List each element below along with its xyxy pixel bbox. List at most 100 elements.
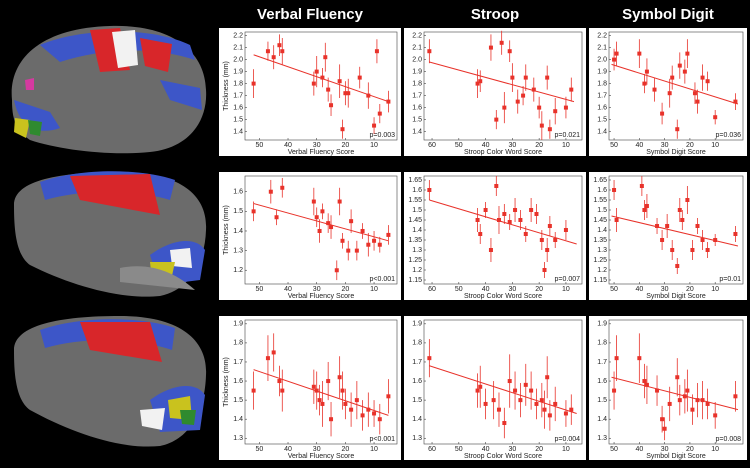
y-tick-label: 1.3 <box>412 247 422 254</box>
point <box>529 388 534 393</box>
point <box>475 388 480 393</box>
trend-line <box>253 203 389 242</box>
y-tick-label: 1.8 <box>412 80 422 87</box>
point <box>563 228 568 232</box>
y-tick-label: 1.25 <box>408 257 422 264</box>
y-tick-label: 1.6 <box>597 378 607 385</box>
x-tick-label: 20 <box>341 446 349 453</box>
point <box>733 99 738 104</box>
x-axis-label: Verbal Fluency Score <box>288 293 355 300</box>
x-tick-label: 10 <box>370 446 378 453</box>
trend-line <box>611 63 739 105</box>
y-tick-label: 1.9 <box>412 68 422 75</box>
y-tick-label: 1.5 <box>412 207 422 214</box>
x-axis-label: Symbol Digit Score <box>646 149 706 156</box>
y-tick-label: 1.5 <box>233 208 243 215</box>
point <box>366 93 371 98</box>
point <box>377 417 382 422</box>
x-tick-label: 20 <box>686 446 694 453</box>
y-tick-label: 1.55 <box>408 197 422 204</box>
x-tick-label: 60 <box>428 142 436 149</box>
point <box>494 184 499 188</box>
point <box>346 248 351 253</box>
point <box>518 218 523 222</box>
y-tick-label: 1.8 <box>597 80 607 87</box>
point <box>682 394 687 399</box>
y-tick-label: 1.7 <box>412 92 422 99</box>
y-tick-label: 1.55 <box>593 197 607 204</box>
p-value: p=0.036 <box>716 132 742 139</box>
point <box>377 111 382 116</box>
point <box>251 388 256 393</box>
trend-line <box>429 199 577 245</box>
panel-background <box>219 28 401 156</box>
point <box>427 188 432 192</box>
y-tick-label: 2.2 <box>233 32 243 39</box>
y-tick-label: 1.7 <box>412 359 422 366</box>
y-tick-label: 1.3 <box>597 435 607 442</box>
y-axis-label: Thickness (mm) <box>223 205 230 255</box>
point <box>553 109 558 114</box>
plot-frame <box>423 319 583 445</box>
point <box>563 411 568 416</box>
panel-background <box>404 172 586 300</box>
point <box>510 75 515 80</box>
point <box>320 401 325 406</box>
point <box>733 394 738 399</box>
x-tick-label: 60 <box>428 446 436 453</box>
x-tick-label: 50 <box>455 286 463 293</box>
y-tick-label: 2.0 <box>233 56 243 63</box>
y-tick-label: 1.4 <box>233 228 243 235</box>
x-axis-label: Stroop Color Word Score <box>464 149 542 156</box>
x-tick-label: 30 <box>313 286 321 293</box>
point <box>531 87 536 92</box>
point <box>268 189 273 194</box>
x-tick-label: 10 <box>370 286 378 293</box>
x-tick-label: 20 <box>535 446 543 453</box>
point <box>569 87 574 92</box>
y-tick-label: 1.6 <box>412 104 422 111</box>
point <box>705 401 710 406</box>
y-tick-label: 2.1 <box>233 44 243 51</box>
x-tick-label: 40 <box>635 286 643 293</box>
point <box>326 87 331 92</box>
y-tick-label: 2.0 <box>412 56 422 63</box>
panel-background <box>589 316 747 460</box>
point <box>475 218 480 222</box>
point <box>539 398 544 403</box>
y-tick-label: 1.9 <box>233 321 243 328</box>
column-title: Verbal Fluency <box>257 6 364 23</box>
y-tick-label: 1.5 <box>412 116 422 123</box>
y-tick-label: 1.3 <box>412 435 422 442</box>
point <box>612 388 617 393</box>
y-axis-label: Thickness (mm) <box>223 357 230 407</box>
x-tick-label: 20 <box>535 286 543 293</box>
y-tick-label: 1.4 <box>597 128 607 135</box>
y-tick-label: 1.5 <box>412 397 422 404</box>
x-tick-label: 60 <box>428 286 436 293</box>
x-tick-label: 50 <box>255 286 263 293</box>
y-tick-label: 1.5 <box>597 116 607 123</box>
x-tick-label: 10 <box>711 446 719 453</box>
point <box>675 264 680 268</box>
panel: 1.15 1.2 1.25 1.3 1.35 1.4 1.45 1.5 1.55 1.6 1.65 5… <box>589 172 747 300</box>
y-tick-label: 1.8 <box>597 340 607 347</box>
y-tick-label: 1.5 <box>597 397 607 404</box>
panel-background <box>589 172 747 300</box>
point <box>539 238 544 242</box>
y-tick-label: 1.3 <box>597 247 607 254</box>
panel: 1.3 1.4 1.5 1.6 1.7 1.8 1.9 50 40 30 20 10 Symbol Di… <box>589 316 747 460</box>
point <box>483 401 488 406</box>
y-tick-label: 1.2 <box>233 267 243 274</box>
point <box>507 379 512 384</box>
point <box>660 238 665 242</box>
x-tick-label: 30 <box>508 142 516 149</box>
y-tick-label: 1.5 <box>233 397 243 404</box>
y-tick-label: 2.2 <box>412 32 422 39</box>
y-tick-label: 1.6 <box>597 104 607 111</box>
point <box>374 49 379 54</box>
trend-line <box>253 369 389 416</box>
p-value: p=0.008 <box>716 436 742 443</box>
point <box>354 248 359 253</box>
y-tick-label: 1.65 <box>408 177 422 184</box>
